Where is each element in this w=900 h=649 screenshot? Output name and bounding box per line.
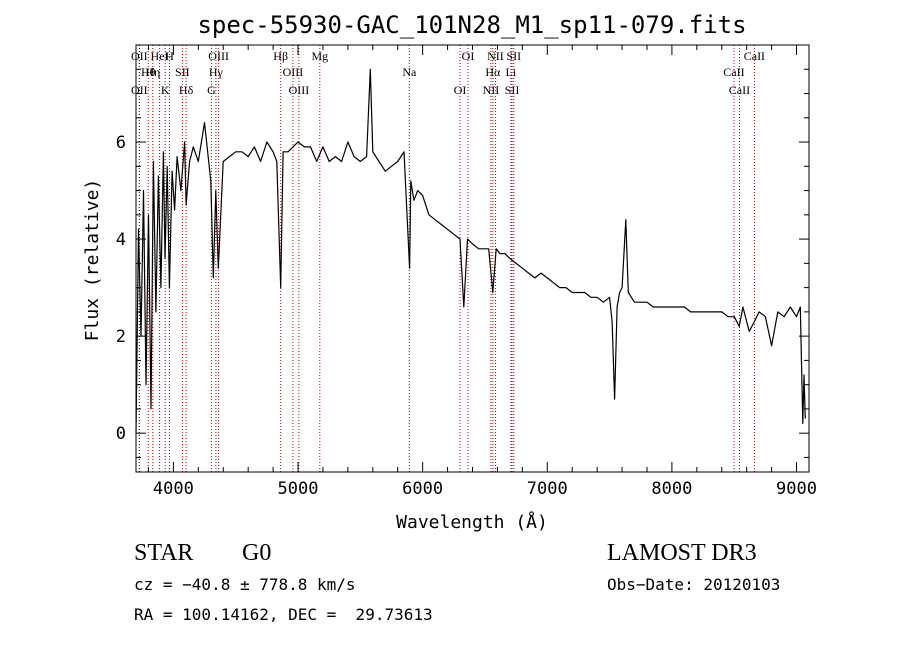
line-label-27: CaII [744,49,765,63]
line-label-6: H [165,49,174,63]
x-tick-label-6000: 6000 [402,479,443,499]
object-subclass: G0 [242,540,272,566]
line-label-16: Na [402,65,417,79]
line-label-12: Hβ [273,49,288,63]
y-tick-label-4: 4 [116,230,126,250]
line-label-14: OIII [289,83,310,97]
line-label-11: G [207,83,216,97]
chart-title: spec-55930-GAC_101N28_M1_sp11-079.fits [197,11,746,39]
line-label-21: NII [487,49,504,63]
spectral-line-markers: OIIHθOIIHeIHηKHSIIHδOIIIHγGHβOIIIOIIIMgN… [131,45,765,472]
line-label-26: CaII [729,83,750,97]
line-label-7: SII [175,65,190,79]
line-label-25: CaII [723,65,744,79]
x-tick-label-9000: 9000 [776,479,817,499]
line-label-1: Hθ [141,65,156,79]
redshift-cz: cz = −40.8 ± 778.8 km/s [134,575,356,594]
x-tick-label-8000: 8000 [651,479,692,499]
y-tick-label-2: 2 [116,327,126,347]
y-axis-label: Flux (relative) [82,179,103,342]
line-label-8: Hδ [179,83,194,97]
line-label-18: OI [462,49,475,63]
y-tick-label-6: 6 [116,133,126,153]
x-axis-label: Wavelength (Å) [396,511,548,533]
line-label-22: Li [506,65,517,79]
line-label-5: K [161,83,170,97]
line-label-9: OIII [208,49,229,63]
line-label-4: Hη [145,65,160,79]
y-tick-label-0: 0 [116,424,126,444]
series-layer [135,68,806,434]
plot-frame [135,44,810,473]
line-label-13: OIII [283,65,304,79]
axes: 4000 5000 6000 7000 8000 9000 0 2 4 6 [116,45,817,499]
line-label-24: SII [506,49,521,63]
object-class: STAR [134,540,194,566]
ra-dec: RA = 100.14162, DEC = 29.73613 [134,605,433,624]
x-tick-label-7000: 7000 [527,479,568,499]
line-label-3: HeI [151,49,169,63]
line-label-10: Hγ [209,65,224,79]
x-tick-label-5000: 5000 [278,479,319,499]
line-label-0: OII [131,49,148,63]
line-label-15: Mg [311,49,328,63]
x-tick-label-4000: 4000 [153,479,194,499]
line-label-23: SII [505,83,520,97]
line-label-17: OI [454,83,467,97]
line-label-19: Hα [485,65,501,79]
line-label-2: OII [131,83,148,97]
survey-name: LAMOST DR3 [607,540,757,566]
obs-date: Obs−Date: 20120103 [607,575,781,594]
series-flux-line [135,68,806,434]
line-label-20: NII [483,83,500,97]
